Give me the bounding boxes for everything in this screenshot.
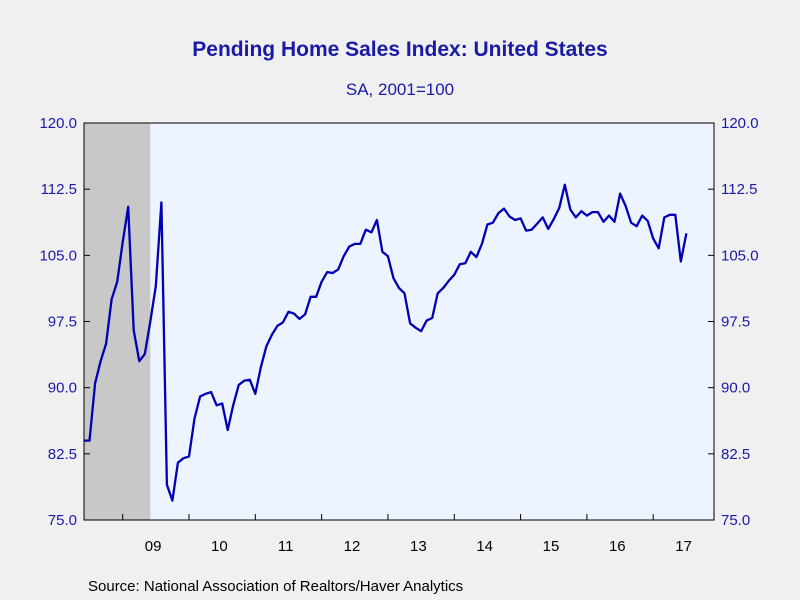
y-tick-label-right: 120.0: [721, 115, 759, 132]
y-tick-label-right: 97.5: [721, 314, 750, 331]
x-tick-label: 13: [410, 538, 427, 555]
series-line: [84, 183, 688, 502]
y-tick-label-left: 75.0: [48, 512, 77, 529]
y-tick-label-left: 120.0: [39, 115, 77, 132]
x-tick-label: 09: [145, 538, 162, 555]
x-tick-label: 15: [543, 538, 560, 555]
x-tick-label: 16: [609, 538, 626, 555]
y-tick-label-right: 112.5: [721, 181, 757, 198]
x-tick-label: 17: [675, 538, 692, 555]
y-tick-label-left: 90.0: [48, 380, 77, 397]
y-tick-label-right: 82.5: [721, 446, 750, 463]
y-tick-label-left: 112.5: [41, 181, 77, 198]
y-tick-label-left: 97.5: [48, 314, 77, 331]
source-note: Source: National Association of Realtors…: [88, 578, 464, 595]
x-tick-label: 12: [344, 538, 361, 555]
y-tick-label-right: 75.0: [721, 512, 750, 529]
y-tick-label-left: 105.0: [39, 247, 77, 264]
recession-shading: [84, 123, 151, 520]
x-tick-label: 14: [476, 538, 493, 555]
plot-frame: [83, 122, 715, 521]
y-tick-label-right: 105.0: [721, 247, 759, 264]
x-tick-label: 11: [278, 538, 294, 555]
y-tick-label-left: 82.5: [48, 446, 77, 463]
x-tick-label: 10: [211, 538, 228, 555]
plot-area: [84, 123, 714, 520]
chart-subtitle: SA, 2001=100: [345, 80, 455, 99]
y-tick-label-right: 90.0: [721, 380, 750, 397]
chart-title: Pending Home Sales Index: United States: [192, 38, 608, 61]
